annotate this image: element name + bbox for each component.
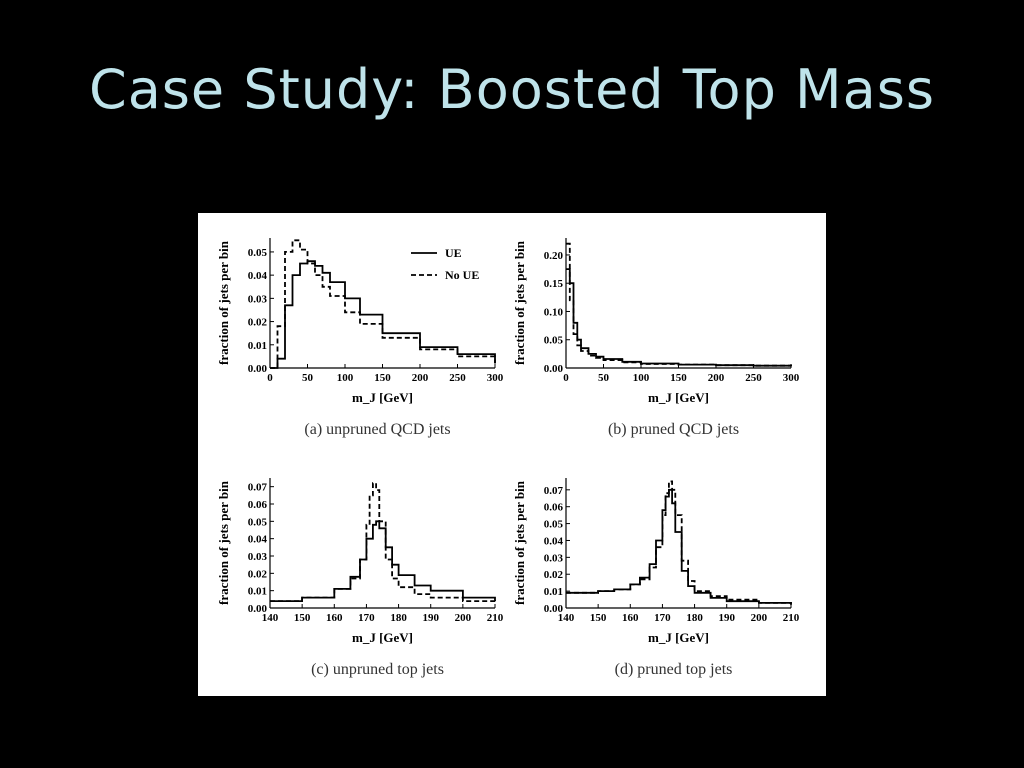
y-tick-label: 0.15 bbox=[544, 278, 564, 290]
series-ue-line bbox=[566, 488, 792, 605]
y-tick-label: 0.04 bbox=[544, 535, 564, 547]
plot-pruned-qcd: 0.00 0.05 0.10 0.15 0.20 0 50 100 150 200 250 300 m_… bbox=[512, 238, 800, 438]
plot-pruned-top: 0.00 0.01 0.02 0.03 0.04 0.05 0.06 0.07 140 150 16… bbox=[512, 478, 800, 678]
y-tick-label: 0.01 bbox=[248, 586, 267, 598]
x-axis-label: m_J [GeV] bbox=[648, 630, 709, 645]
y-tick-label: 0.06 bbox=[248, 499, 268, 511]
y-tick-label: 0.00 bbox=[248, 603, 268, 615]
series-no-ue-line bbox=[566, 480, 792, 605]
series-no-ue-line bbox=[566, 242, 792, 367]
y-tick-label: 0.04 bbox=[248, 270, 268, 282]
y-tick-label: 0.01 bbox=[248, 340, 267, 352]
y-tick-label: 0.00 bbox=[544, 363, 564, 375]
plot-unpruned-top: 0.00 0.01 0.02 0.03 0.04 0.05 0.06 0.07 140 150 16… bbox=[216, 478, 504, 678]
x-tick-label: 250 bbox=[449, 372, 466, 384]
x-tick-label: 150 bbox=[590, 612, 607, 624]
y-tick-label: 0.03 bbox=[248, 293, 268, 305]
x-tick-label: 180 bbox=[390, 612, 407, 624]
plot-unpruned-qcd: 0.00 0.01 0.02 0.03 0.04 0.05 0 50 100 150 200 250 3… bbox=[216, 238, 504, 438]
subplot-caption: (b) pruned QCD jets bbox=[608, 421, 739, 438]
y-tick-label: 0.02 bbox=[544, 569, 564, 581]
x-tick-label: 50 bbox=[302, 372, 314, 384]
series-no-ue-line bbox=[270, 239, 496, 369]
y-tick-label: 0.04 bbox=[248, 534, 268, 546]
x-tick-label: 200 bbox=[455, 612, 472, 624]
x-tick-label: 210 bbox=[487, 612, 504, 624]
x-tick-label: 200 bbox=[412, 372, 429, 384]
x-tick-label: 150 bbox=[374, 372, 391, 384]
x-tick-label: 150 bbox=[670, 372, 687, 384]
x-tick-label: 180 bbox=[686, 612, 703, 624]
figure-panel: 0.00 0.01 0.02 0.03 0.04 0.05 0 50 100 150 200 250 3… bbox=[198, 213, 826, 696]
x-tick-label: 0 bbox=[563, 372, 569, 384]
x-tick-label: 0 bbox=[267, 372, 273, 384]
x-tick-label: 140 bbox=[262, 612, 279, 624]
slide-title: Case Study: Boosted Top Mass bbox=[89, 58, 935, 121]
x-tick-label: 50 bbox=[598, 372, 610, 384]
x-tick-label: 100 bbox=[633, 372, 650, 384]
y-tick-label: 0.00 bbox=[248, 363, 268, 375]
x-tick-label: 200 bbox=[751, 612, 768, 624]
series-ue-line bbox=[270, 260, 496, 369]
series-no-ue-line bbox=[270, 482, 496, 603]
y-axis-label: fraction of jets per bin bbox=[216, 480, 231, 605]
y-tick-label: 0.07 bbox=[248, 482, 268, 494]
x-tick-label: 210 bbox=[783, 612, 800, 624]
y-tick-label: 0.02 bbox=[248, 317, 268, 329]
x-tick-label: 170 bbox=[654, 612, 671, 624]
series-ue-line bbox=[270, 520, 496, 602]
x-tick-label: 170 bbox=[358, 612, 375, 624]
y-tick-label: 0.05 bbox=[544, 335, 564, 347]
y-tick-label: 0.00 bbox=[544, 603, 564, 615]
x-tick-label: 300 bbox=[783, 372, 800, 384]
subplot-caption: (d) pruned top jets bbox=[615, 661, 733, 678]
x-tick-label: 100 bbox=[337, 372, 354, 384]
y-axis-label: fraction of jets per bin bbox=[512, 480, 527, 605]
y-tick-label: 0.02 bbox=[248, 568, 268, 580]
legend-label: No UE bbox=[445, 268, 479, 282]
x-tick-label: 160 bbox=[622, 612, 639, 624]
x-tick-label: 250 bbox=[745, 372, 762, 384]
y-axis-label: fraction of jets per bin bbox=[216, 240, 231, 365]
subplot-caption: (a) unpruned QCD jets bbox=[304, 421, 450, 438]
y-tick-label: 0.10 bbox=[544, 306, 564, 318]
x-tick-label: 190 bbox=[718, 612, 735, 624]
x-tick-label: 150 bbox=[294, 612, 311, 624]
x-axis-label: m_J [GeV] bbox=[648, 390, 709, 405]
y-tick-label: 0.06 bbox=[544, 502, 564, 514]
series-ue-line bbox=[566, 268, 792, 367]
y-tick-label: 0.07 bbox=[544, 485, 564, 497]
x-tick-label: 200 bbox=[708, 372, 725, 384]
subplot-caption: (c) unpruned top jets bbox=[311, 661, 444, 678]
y-tick-label: 0.05 bbox=[248, 516, 268, 528]
y-tick-label: 0.05 bbox=[544, 519, 564, 531]
legend-label: UE bbox=[445, 246, 462, 260]
y-tick-label: 0.03 bbox=[544, 552, 564, 564]
x-tick-label: 190 bbox=[422, 612, 439, 624]
y-tick-label: 0.03 bbox=[248, 551, 268, 563]
x-tick-label: 140 bbox=[558, 612, 575, 624]
x-tick-label: 300 bbox=[487, 372, 504, 384]
x-axis-label: m_J [GeV] bbox=[352, 630, 413, 645]
y-tick-label: 0.01 bbox=[544, 586, 563, 598]
x-tick-label: 160 bbox=[326, 612, 343, 624]
figure-svg: 0.00 0.01 0.02 0.03 0.04 0.05 0 50 100 150 200 250 3… bbox=[216, 238, 800, 678]
y-axis-label: fraction of jets per bin bbox=[512, 240, 527, 365]
y-tick-label: 0.20 bbox=[544, 250, 564, 262]
x-axis-label: m_J [GeV] bbox=[352, 390, 413, 405]
y-tick-label: 0.05 bbox=[248, 247, 268, 259]
